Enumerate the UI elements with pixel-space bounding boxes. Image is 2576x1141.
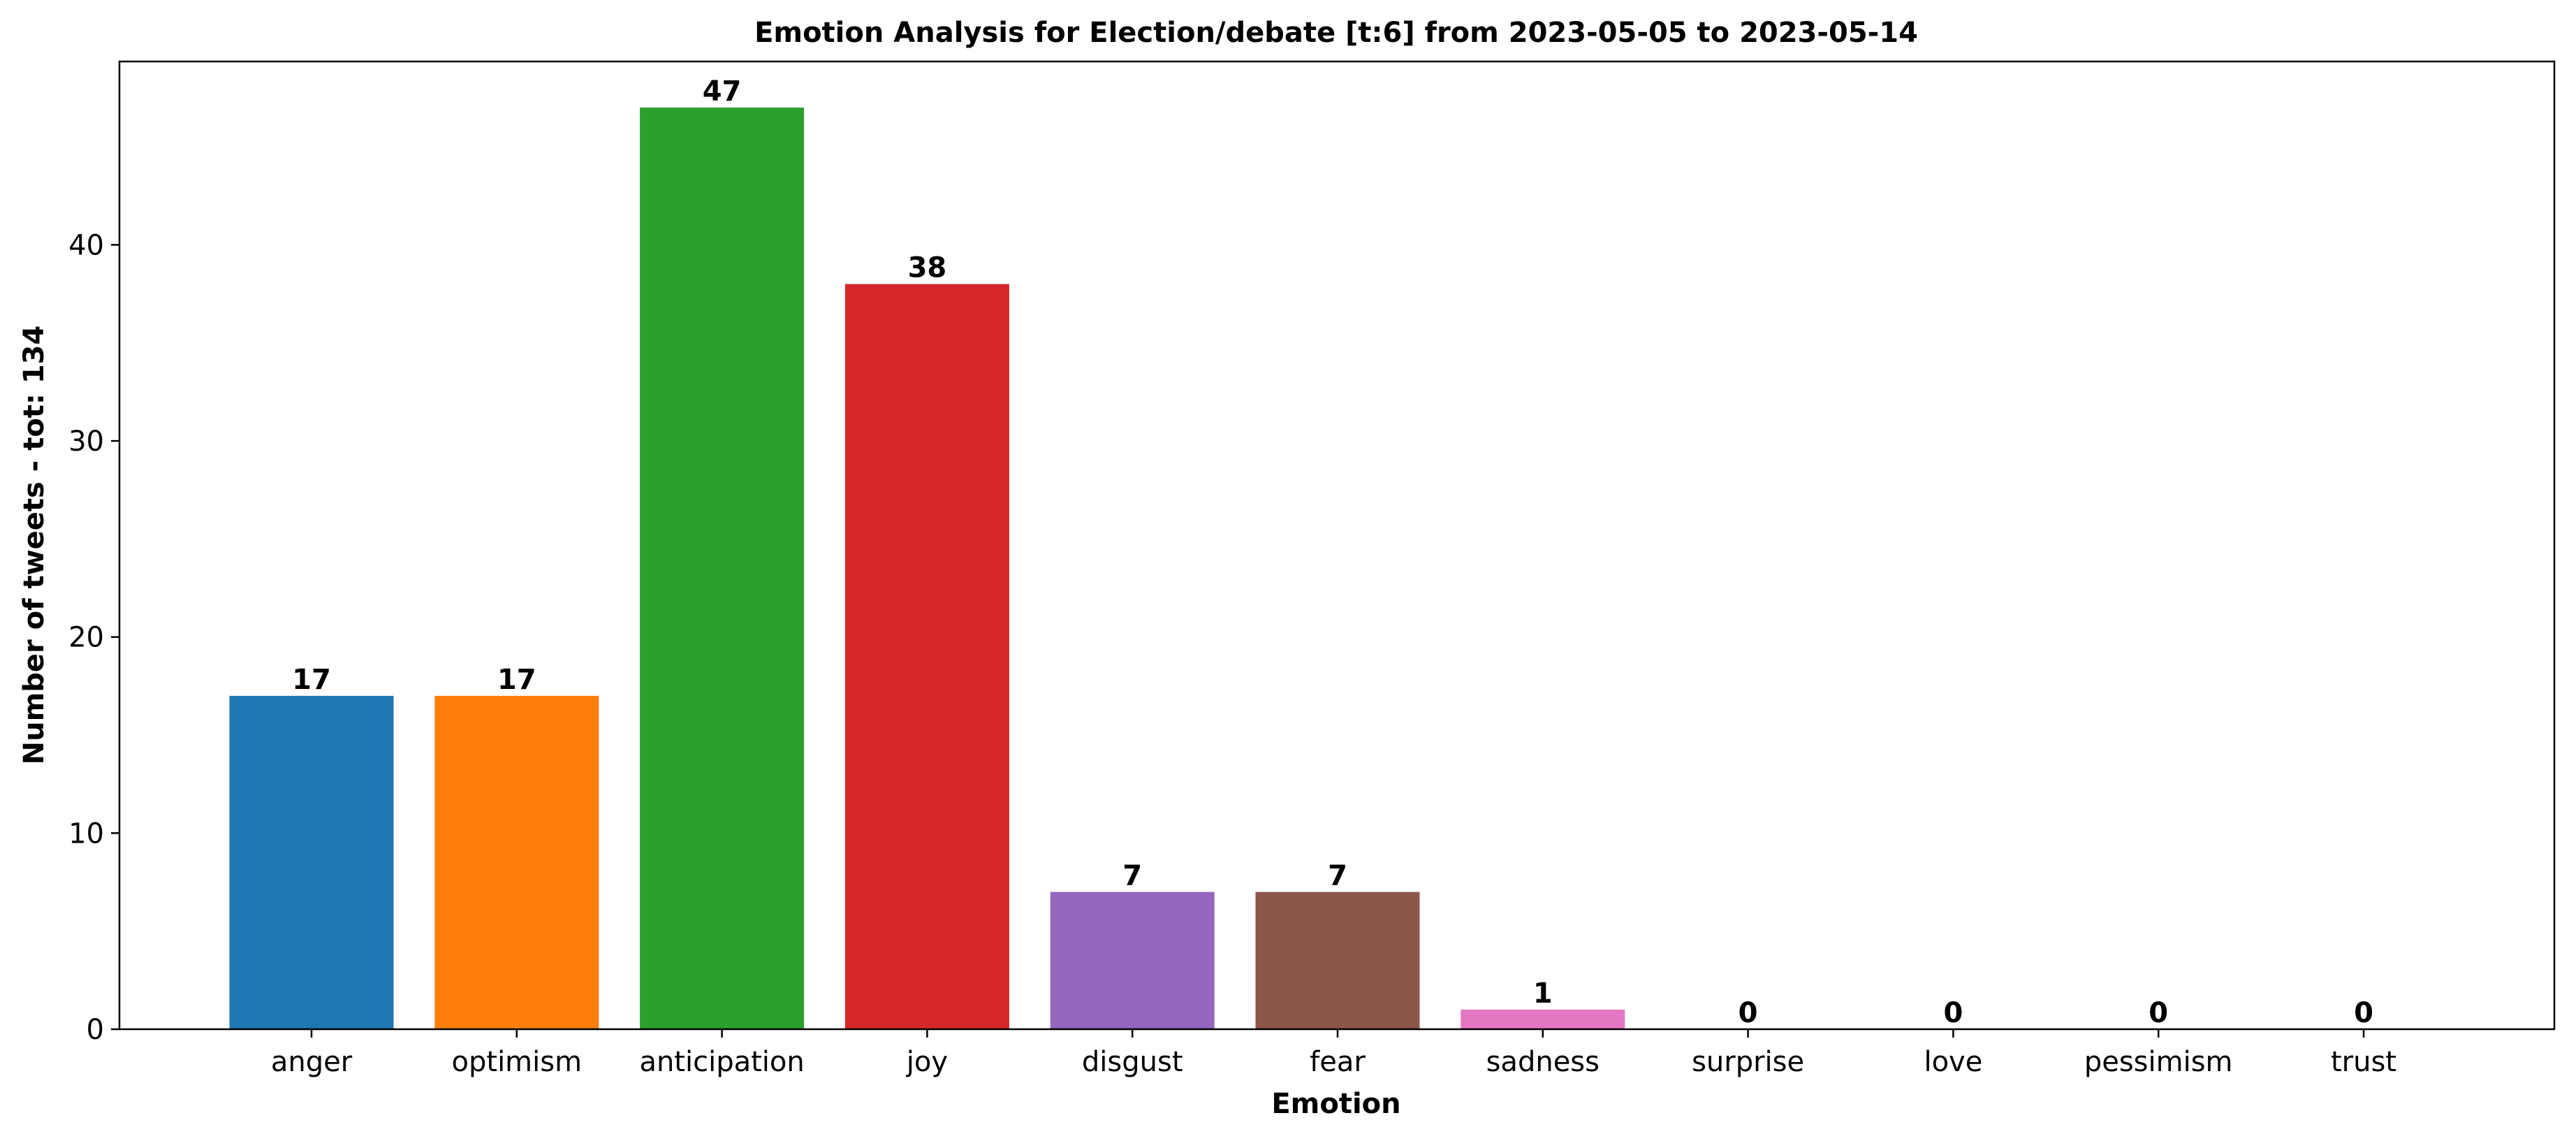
y-tick-label-20: 20	[68, 622, 104, 654]
x-tick-label-anger: anger	[271, 1046, 353, 1078]
bar-anticipation	[640, 107, 805, 1029]
x-tick-label-love: love	[1924, 1046, 1982, 1078]
bar-disgust	[1050, 892, 1215, 1029]
x-tick-label-joy: joy	[906, 1046, 948, 1078]
data-label-disgust: 7	[1122, 860, 1142, 892]
x-tick-label-anticipation: anticipation	[639, 1046, 804, 1078]
x-tick-label-disgust: disgust	[1082, 1046, 1183, 1078]
data-label-optimism: 17	[497, 664, 536, 696]
bar-anger	[229, 695, 394, 1029]
chart-title: Emotion Analysis for Election/debate [t:…	[754, 17, 1918, 49]
data-label-anger: 17	[292, 664, 331, 696]
bar-joy	[844, 284, 1009, 1029]
data-label-love: 0	[1943, 997, 1963, 1029]
x-tick-label-trust: trust	[2331, 1046, 2396, 1078]
y-tick-label-0: 0	[87, 1014, 104, 1046]
data-label-fear: 7	[1328, 860, 1347, 892]
x-tick-label-sadness: sadness	[1486, 1046, 1600, 1078]
x-tick-label-surprise: surprise	[1692, 1046, 1804, 1078]
data-label-trust: 0	[2354, 997, 2373, 1029]
plot-area: 17anger17optimism47anticipation38joy7dis…	[68, 75, 2396, 1078]
y-tick-label-30: 30	[68, 426, 104, 458]
y-tick-label-40: 40	[68, 229, 104, 261]
data-label-pessimism: 0	[2149, 997, 2168, 1029]
x-tick-label-fear: fear	[1310, 1046, 1366, 1078]
axes-frame	[118, 60, 2556, 1031]
bar-optimism	[434, 695, 599, 1029]
data-label-surprise: 0	[1739, 997, 1758, 1029]
x-tick-label-optimism: optimism	[452, 1046, 583, 1078]
data-label-sadness: 1	[1533, 978, 1553, 1010]
x-axis-label: Emotion	[1271, 1088, 1400, 1120]
bar-sadness	[1461, 1009, 1625, 1029]
data-label-anticipation: 47	[703, 75, 742, 108]
x-tick-label-pessimism: pessimism	[2084, 1046, 2233, 1078]
bar-fear	[1255, 892, 1420, 1029]
data-label-joy: 38	[908, 252, 947, 284]
y-axis-label: Number of tweets - tot: 134	[18, 326, 50, 765]
y-tick-label-10: 10	[68, 817, 104, 850]
